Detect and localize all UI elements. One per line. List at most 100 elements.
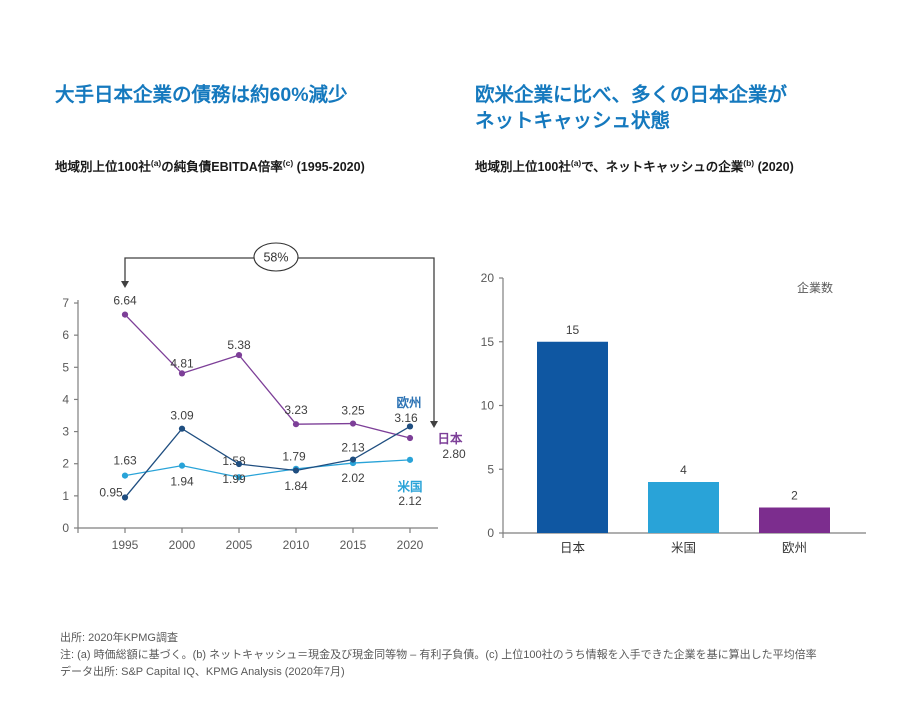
series-line xyxy=(124,314,411,439)
data-label: 6.64 xyxy=(113,294,137,308)
right-chart-subtitle: 地域別上位100社(a)で、ネットキャッシュの企業(b) (2020) xyxy=(475,155,895,175)
right-chart-title-line1: 欧米企業に比べ、多くの日本企業が xyxy=(475,84,788,106)
left-chart-subtitle: 地域別上位100社(a)の純負債EBITDA倍率(c) (1995-2020) xyxy=(55,155,465,175)
bar xyxy=(648,482,719,533)
notes-line: 注: (a) 時価総額に基づく。(b) ネットキャッシュ＝現金及び現金同等物 –… xyxy=(60,649,817,661)
data-point xyxy=(178,425,186,432)
category-label: 米国 xyxy=(671,541,696,555)
data-point xyxy=(178,462,186,469)
data-point xyxy=(235,351,243,359)
series-日本: 6.64 4.81 5.38 3.23 3.25 日本2.80 xyxy=(113,294,466,461)
data-label: 0.95 xyxy=(99,485,123,499)
y-tick-label: 5 xyxy=(487,462,494,476)
bar xyxy=(759,507,830,533)
bar xyxy=(537,341,608,533)
series-legend-label: 日本 xyxy=(437,431,463,446)
data-label: 1.63 xyxy=(113,454,137,468)
footnote-marker-a: (a) xyxy=(150,158,162,168)
y-tick-label: 3 xyxy=(62,425,69,439)
x-tick-label: 2015 xyxy=(340,538,367,552)
y-tick-label: 2 xyxy=(62,457,69,471)
source-line: 出所: 2020年KPMG調査 xyxy=(60,632,178,644)
subtitle-text: (1995-2020) xyxy=(293,160,365,175)
series-legend-label: 欧州 xyxy=(396,395,421,410)
bar-value-label: 15 xyxy=(566,323,580,337)
data-point xyxy=(121,472,129,479)
series-欧州: 0.95 3.09 1.99 1.79 2.13 欧州3.16 xyxy=(99,395,422,501)
net-cash-companies-bar-chart: 0 5 10 15 20 企業数 15 日本 4 米国 2 欧州 xyxy=(481,271,866,555)
data-point xyxy=(349,420,357,427)
subtitle-text: の純負債EBITDA倍率 xyxy=(161,160,283,175)
x-tick-label: 2005 xyxy=(226,538,253,552)
category-label: 日本 xyxy=(560,541,586,555)
data-point xyxy=(406,434,414,442)
arrow-down-icon xyxy=(121,281,129,288)
x-tick-label: 1995 xyxy=(112,538,139,552)
bar-日本: 15 日本 xyxy=(537,323,608,555)
series-line xyxy=(124,459,411,478)
data-point xyxy=(178,370,186,377)
footnote-marker-a: (a) xyxy=(570,158,582,168)
x-tick-label: 2000 xyxy=(169,538,196,552)
data-point xyxy=(235,460,243,468)
y-tick-label: 4 xyxy=(62,392,69,406)
y-tick-label: 0 xyxy=(62,521,69,535)
data-point xyxy=(406,456,414,463)
bar-米国: 4 米国 xyxy=(648,463,719,555)
data-label: 3.23 xyxy=(284,403,308,417)
right-chart-title: 欧米企業に比べ、多くの日本企業が ネットキャッシュ状態 xyxy=(475,82,895,134)
data-label: 4.81 xyxy=(170,356,194,370)
data-label: 1.79 xyxy=(282,449,306,463)
data-label: 2.12 xyxy=(398,494,422,508)
subtitle-text: で、ネットキャッシュの企業 xyxy=(581,160,744,175)
data-label: 2.80 xyxy=(442,447,466,461)
right-chart-title-line2: ネットキャッシュ状態 xyxy=(475,110,671,132)
footnote-marker-c: (c) xyxy=(282,158,294,168)
data-point xyxy=(292,421,300,428)
data-label: 2.13 xyxy=(341,441,365,455)
series-legend-label: 米国 xyxy=(396,479,422,494)
y-tick-label: 7 xyxy=(62,296,69,310)
annotation-label: 58% xyxy=(263,251,288,265)
data-label: 3.16 xyxy=(394,411,418,425)
y-tick-label: 5 xyxy=(62,360,69,374)
data-label: 3.09 xyxy=(170,409,194,423)
data-label: 1.94 xyxy=(170,475,194,489)
data-point xyxy=(349,456,357,463)
category-label: 欧州 xyxy=(782,541,807,555)
y-tick-label: 10 xyxy=(481,399,495,413)
x-tick-label: 2010 xyxy=(283,538,310,552)
subtitle-text: 地域別上位100社 xyxy=(475,160,571,175)
annotation-ellipse xyxy=(253,242,299,272)
x-tick-label: 2020 xyxy=(397,538,424,552)
data-source-line: データ出所: S&P Capital IQ、KPMG Analysis (202… xyxy=(60,666,345,678)
data-point xyxy=(235,474,243,481)
data-label: 1.99 xyxy=(222,472,246,486)
data-label: 5.38 xyxy=(227,338,251,352)
reduction-annotation: 58% xyxy=(121,242,438,428)
footnote-marker-b: (b) xyxy=(743,158,755,168)
bar-value-label: 4 xyxy=(680,463,687,477)
data-label: 1.84 xyxy=(284,479,308,493)
data-label: 2.02 xyxy=(341,471,365,485)
net-debt-ebitda-line-chart: 0 1 2 3 4 5 6 7 1995 2000 2005 2010 2015 2020 6.64 4.81… xyxy=(62,242,466,552)
subtitle-text: (2020) xyxy=(754,160,794,175)
series-line xyxy=(124,425,411,498)
bar-value-label: 2 xyxy=(791,489,798,503)
data-point xyxy=(121,311,129,318)
y-tick-label: 15 xyxy=(481,335,495,349)
y-tick-label: 6 xyxy=(62,328,69,342)
annotation-bracket xyxy=(124,257,435,422)
data-point xyxy=(406,423,414,430)
data-point xyxy=(292,467,300,474)
unit-label: 企業数 xyxy=(797,280,833,295)
y-tick-label: 1 xyxy=(62,489,69,503)
bar-欧州: 2 欧州 xyxy=(759,489,830,555)
subtitle-text: 地域別上位100社 xyxy=(55,160,151,175)
left-chart-title: 大手日本企業の債務は約60%減少 xyxy=(55,84,348,106)
source-notes: 出所: 2020年KPMG調査 注: (a) 時価総額に基づく。(b) ネットキ… xyxy=(60,630,880,681)
y-tick-label: 20 xyxy=(481,271,495,285)
arrow-down-icon xyxy=(430,421,438,428)
y-tick-label: 0 xyxy=(487,526,494,540)
